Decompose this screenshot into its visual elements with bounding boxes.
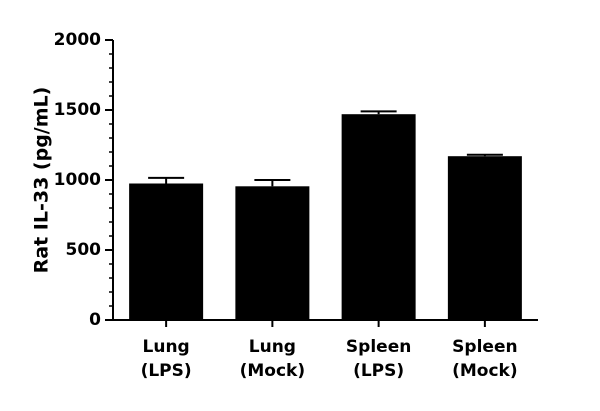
y-tick-label: 1000 xyxy=(54,170,101,190)
x-tick-label: Spleen xyxy=(452,337,517,357)
y-tick-label: 0 xyxy=(89,310,101,330)
bar xyxy=(341,114,416,320)
x-tick-label: (Mock) xyxy=(452,361,518,381)
y-axis-label: Rat IL-33 (pg/mL) xyxy=(31,87,53,274)
x-tick-label: Lung xyxy=(249,337,296,357)
x-tick-label: Lung xyxy=(143,337,190,357)
y-tick-label: 2000 xyxy=(54,30,101,50)
bar xyxy=(129,183,204,320)
x-tick-label: (Mock) xyxy=(240,361,306,381)
x-tick-label: (LPS) xyxy=(141,361,192,381)
y-tick-label: 500 xyxy=(66,240,102,260)
x-tick-label: (LPS) xyxy=(353,361,404,381)
bar xyxy=(235,186,310,320)
y-tick-label: 1500 xyxy=(54,100,101,120)
bar xyxy=(447,156,522,320)
x-tick-label: Spleen xyxy=(346,337,411,357)
